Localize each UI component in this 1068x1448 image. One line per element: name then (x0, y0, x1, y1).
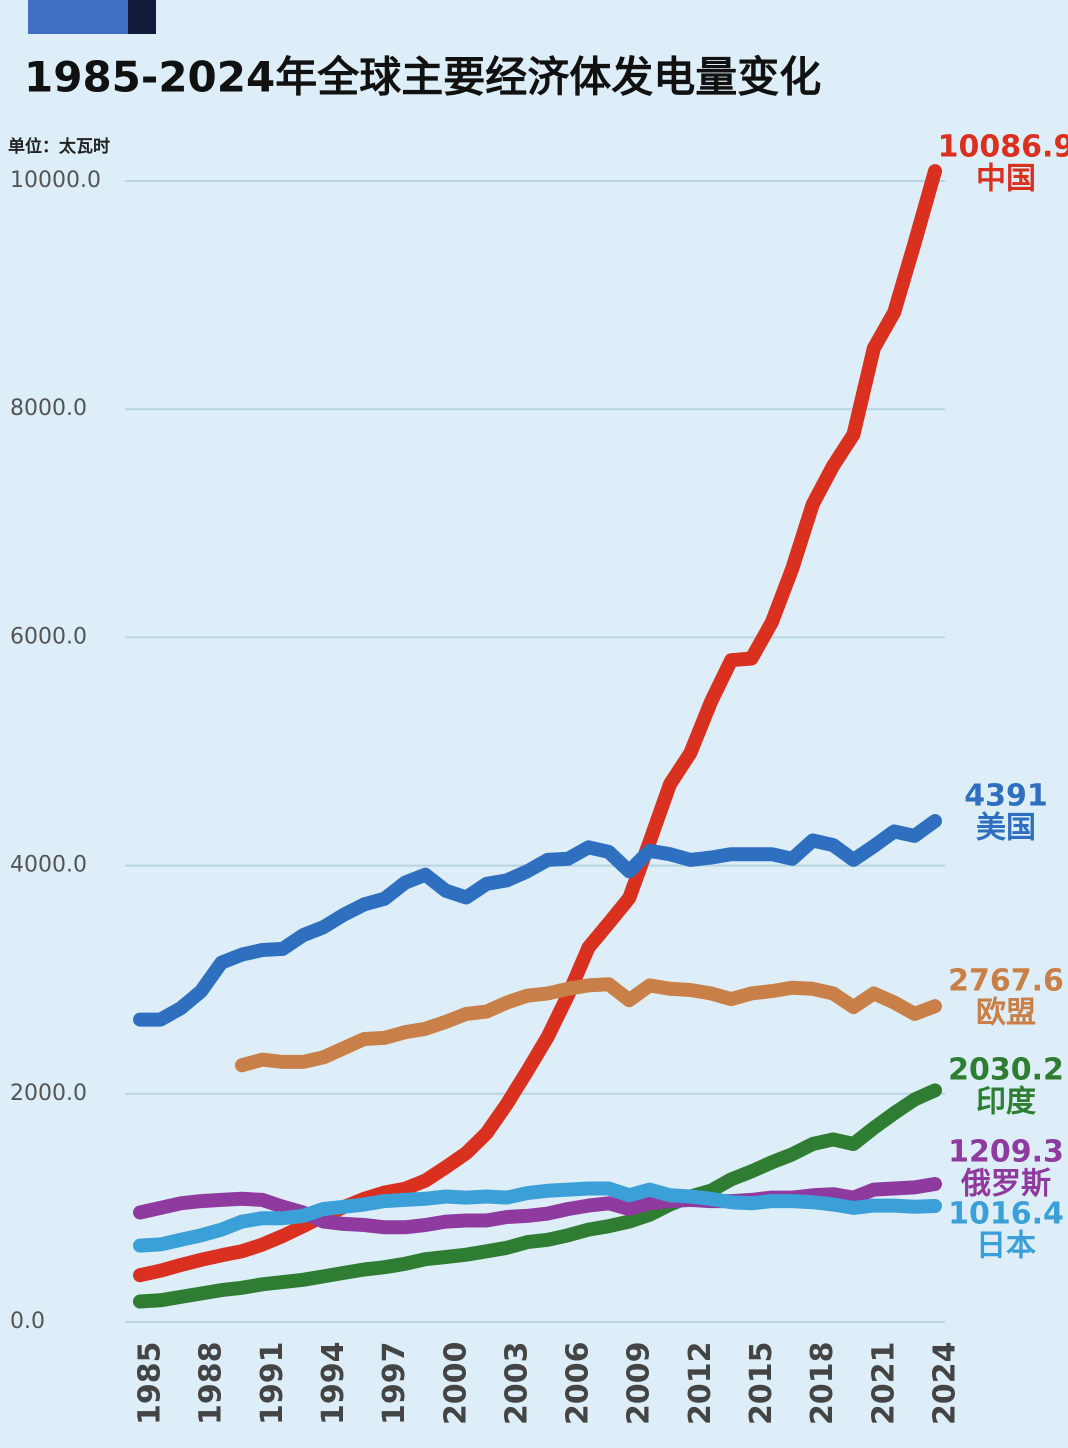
x-tick-label: 2003 (499, 1342, 534, 1426)
series-line (133, 1181, 942, 1253)
x-tick-label: 1985 (133, 1342, 168, 1426)
legend-label: 日本 (976, 1229, 1036, 1264)
series-line (133, 164, 942, 1283)
x-tick-label: 2024 (928, 1342, 963, 1426)
x-tick-label: 2006 (561, 1342, 596, 1426)
y-tick-label: 10000.0 (10, 168, 101, 193)
chart-title: 1985-2024年全球主要经济体发电量变化 (24, 53, 821, 102)
x-tick-label: 2021 (866, 1342, 901, 1426)
end-value-label: 2767.6 (948, 964, 1064, 999)
end-value-label: 2030.2 (948, 1053, 1064, 1088)
y-tick-label: 2000.0 (10, 1081, 87, 1106)
x-tick-label: 1991 (255, 1342, 290, 1426)
end-value-label: 1209.3 (948, 1135, 1064, 1170)
decoration (128, 0, 156, 34)
y-tick-label: 4000.0 (10, 853, 87, 878)
x-tick-label: 1997 (377, 1342, 412, 1426)
y-tick-label: 8000.0 (10, 396, 87, 421)
x-tick-label: 2009 (622, 1342, 657, 1426)
series-line (133, 1083, 942, 1309)
x-tick-label: 2000 (438, 1342, 473, 1426)
y-axis-label: 单位：太瓦时 (8, 136, 110, 157)
y-tick-label: 6000.0 (10, 624, 87, 649)
x-tick-label: 1994 (316, 1342, 351, 1426)
legend-label: 美国 (976, 811, 1036, 846)
series-line (234, 977, 942, 1073)
x-tick-label: 1988 (194, 1342, 229, 1426)
legend-label: 印度 (976, 1085, 1036, 1120)
x-tick-label: 2018 (805, 1342, 840, 1426)
legend-label: 俄罗斯 (960, 1167, 1051, 1202)
x-tick-label: 2015 (744, 1342, 779, 1426)
end-value-label: 4391 (964, 779, 1048, 814)
x-tick-label: 2012 (683, 1342, 718, 1426)
legend-label: 中国 (976, 162, 1036, 197)
decoration (28, 0, 128, 34)
legend-label: 欧盟 (976, 996, 1036, 1031)
end-value-label: 1016.4 (948, 1197, 1064, 1232)
series-line (133, 814, 942, 1027)
y-tick-label: 0.0 (10, 1309, 45, 1334)
end-value-label: 10086.9 (938, 130, 1068, 165)
